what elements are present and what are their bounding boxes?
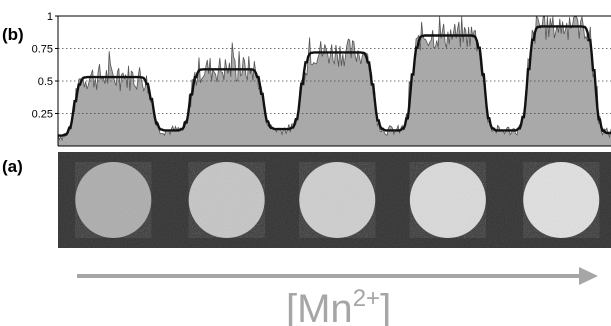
panel-label-b: (b): [2, 25, 24, 44]
mri-sample-disc-texture: [75, 162, 152, 238]
y-tick-labels: 0.25 0.5 0.75 1: [32, 11, 58, 121]
panel-label-a: (a): [2, 157, 23, 176]
intensity-plot: 0.25 0.5 0.75 1: [32, 11, 611, 147]
y-tick-label: 0.5: [38, 76, 53, 88]
y-tick-label: 0.75: [32, 44, 53, 56]
mri-image-strip: [58, 152, 611, 248]
line-layer: [58, 16, 611, 142]
y-tick-label: 1: [47, 11, 53, 23]
grid-layer: [58, 48, 611, 114]
mri-sample-disc-texture: [299, 162, 376, 238]
smoothed-profile-line: [58, 25, 611, 137]
mri-sample-disc-texture: [523, 162, 600, 238]
disc-layer: [75, 162, 600, 238]
mri-sample-disc-texture: [188, 162, 265, 238]
concentration-arrow: [77, 267, 598, 285]
y-tick-label: 0.25: [32, 109, 53, 121]
concentration-label: [Mn2+]: [286, 285, 391, 326]
mri-sample-disc-texture: [409, 162, 486, 238]
arrow-head: [579, 267, 598, 285]
